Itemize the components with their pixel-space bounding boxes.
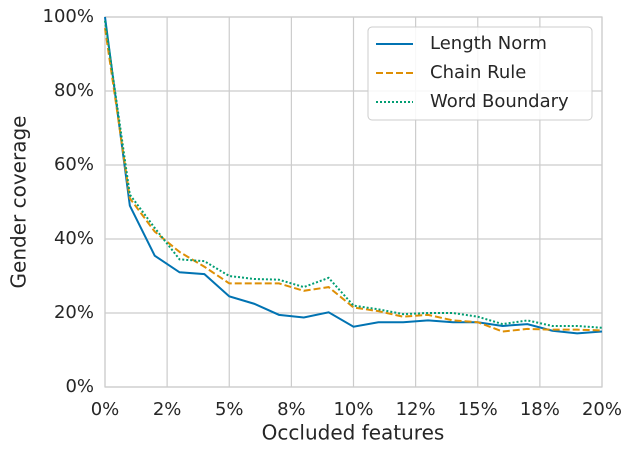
x-tick-label: 12% bbox=[396, 399, 436, 420]
legend-label: Chain Rule bbox=[430, 62, 526, 83]
x-tick-label: 20% bbox=[582, 399, 622, 420]
x-tick-label: 15% bbox=[458, 399, 498, 420]
y-tick-label: 40% bbox=[54, 228, 94, 249]
plot-frame bbox=[104, 16, 603, 388]
data-line bbox=[104, 16, 603, 335]
legend-label: Word Boundary bbox=[430, 91, 569, 112]
x-tick-label: 18% bbox=[520, 399, 560, 420]
legend: Length Norm Chain Rule Word Boundary bbox=[367, 26, 593, 121]
x-tick-label: 8% bbox=[277, 399, 306, 420]
legend-frame bbox=[367, 26, 593, 121]
x-tick-label: 0% bbox=[91, 399, 120, 420]
x-tick-label: 10% bbox=[333, 399, 373, 420]
data-line bbox=[104, 20, 603, 329]
y-tick-label: 100% bbox=[43, 6, 94, 27]
legend-label: Length Norm bbox=[430, 33, 547, 54]
x-axis-title: Occluded features bbox=[262, 421, 445, 445]
y-tick-label: 60% bbox=[54, 154, 94, 175]
x-tick-label: 2% bbox=[153, 399, 182, 420]
y-tick-label: 80% bbox=[54, 80, 94, 101]
y-axis-title: Gender coverage bbox=[7, 116, 31, 289]
data-line bbox=[104, 27, 603, 333]
y-tick-label: 0% bbox=[65, 376, 94, 397]
y-tick-label: 20% bbox=[54, 302, 94, 323]
x-tick-label: 5% bbox=[215, 399, 244, 420]
